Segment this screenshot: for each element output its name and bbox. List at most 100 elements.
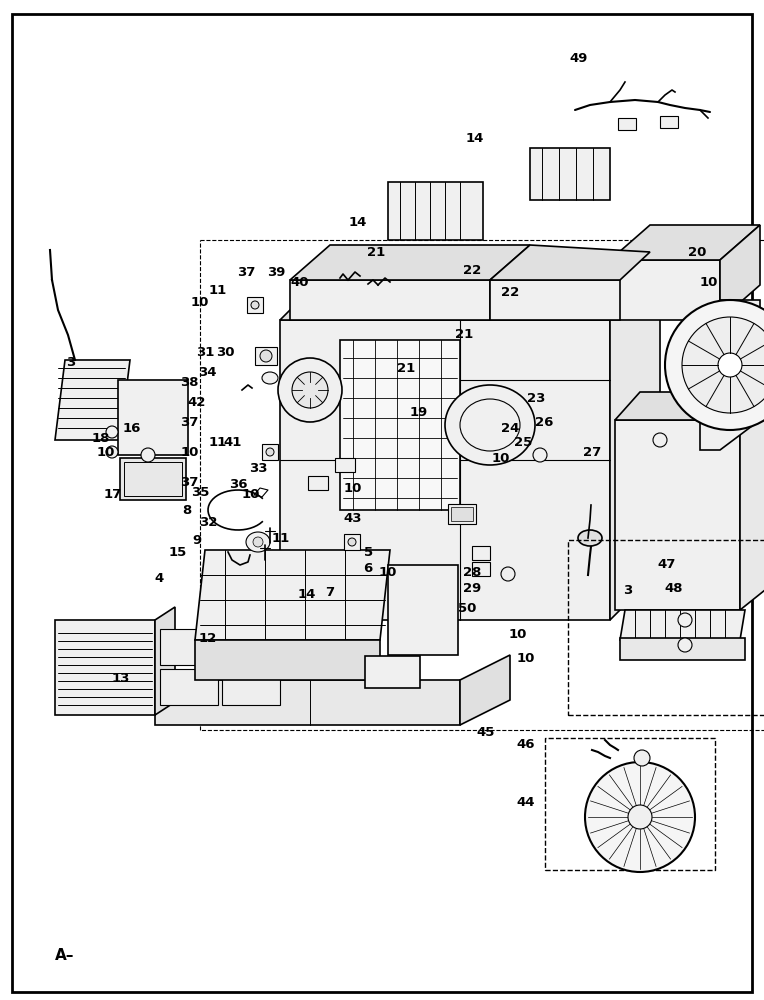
Ellipse shape <box>253 537 263 547</box>
Bar <box>451 507 473 521</box>
Ellipse shape <box>718 353 742 377</box>
Text: 22: 22 <box>501 286 520 298</box>
Text: 10: 10 <box>379 566 397 578</box>
Bar <box>472 562 490 576</box>
Text: 24: 24 <box>501 422 520 434</box>
Text: 7: 7 <box>325 585 335 598</box>
Text: 6: 6 <box>364 562 373 574</box>
Bar <box>160 669 218 705</box>
Text: 46: 46 <box>516 738 535 752</box>
Ellipse shape <box>262 372 278 384</box>
Text: 16: 16 <box>122 422 141 434</box>
Text: 21: 21 <box>397 361 416 374</box>
Ellipse shape <box>260 350 272 362</box>
Ellipse shape <box>246 532 270 552</box>
Text: 42: 42 <box>188 395 206 408</box>
Bar <box>255 347 277 365</box>
Text: 33: 33 <box>249 462 267 475</box>
Polygon shape <box>55 620 155 715</box>
Bar <box>335 458 355 472</box>
Bar <box>120 458 186 500</box>
Text: 20: 20 <box>688 245 706 258</box>
Text: 10: 10 <box>96 446 115 458</box>
Bar <box>222 669 280 705</box>
Text: 17: 17 <box>104 488 122 502</box>
Text: 10: 10 <box>191 296 209 308</box>
Ellipse shape <box>266 448 274 456</box>
Polygon shape <box>460 655 510 725</box>
Text: 50: 50 <box>458 601 477 614</box>
Bar <box>118 380 188 455</box>
Bar <box>124 462 182 496</box>
Bar <box>388 565 458 655</box>
Bar <box>160 629 218 665</box>
Text: 8: 8 <box>183 504 192 516</box>
Polygon shape <box>280 320 610 620</box>
Bar <box>308 476 328 490</box>
Text: 27: 27 <box>583 446 601 458</box>
Ellipse shape <box>628 805 652 829</box>
Text: 3: 3 <box>623 584 633 596</box>
Text: 25: 25 <box>514 436 533 448</box>
Polygon shape <box>55 360 130 440</box>
Ellipse shape <box>106 426 118 438</box>
Text: 10: 10 <box>180 446 199 458</box>
Ellipse shape <box>141 448 155 462</box>
Text: 9: 9 <box>193 534 202 546</box>
Bar <box>388 182 483 240</box>
Bar <box>530 148 610 200</box>
Text: 49: 49 <box>570 51 588 64</box>
Bar <box>222 629 280 665</box>
Text: 10: 10 <box>344 482 362 494</box>
Polygon shape <box>155 607 175 715</box>
Text: 44: 44 <box>516 796 535 808</box>
Ellipse shape <box>106 446 118 458</box>
Bar <box>365 656 420 688</box>
Text: 43: 43 <box>344 512 362 524</box>
Text: 11: 11 <box>272 532 290 544</box>
Polygon shape <box>620 610 745 640</box>
Text: 13: 13 <box>112 672 130 684</box>
Text: 12: 12 <box>199 632 217 645</box>
Text: 21: 21 <box>367 245 385 258</box>
Text: 15: 15 <box>168 546 186 558</box>
Polygon shape <box>740 392 764 610</box>
Text: 14: 14 <box>348 216 367 229</box>
Ellipse shape <box>678 613 692 627</box>
Polygon shape <box>155 680 460 725</box>
Bar <box>344 534 360 550</box>
Text: 22: 22 <box>463 263 481 276</box>
Ellipse shape <box>653 433 667 447</box>
Bar <box>618 118 636 130</box>
Text: 3: 3 <box>66 356 75 368</box>
Text: 19: 19 <box>410 406 428 418</box>
Text: 30: 30 <box>216 346 235 359</box>
Text: 26: 26 <box>535 416 553 428</box>
Text: A–: A– <box>55 948 75 962</box>
Ellipse shape <box>501 567 515 581</box>
Text: 10: 10 <box>491 452 510 464</box>
Ellipse shape <box>445 385 535 465</box>
Polygon shape <box>610 270 660 620</box>
Ellipse shape <box>578 530 602 546</box>
Text: 37: 37 <box>237 265 255 278</box>
Polygon shape <box>340 340 460 510</box>
Ellipse shape <box>665 300 764 430</box>
Text: 35: 35 <box>191 486 209 498</box>
Polygon shape <box>615 392 764 420</box>
Text: 18: 18 <box>92 432 110 444</box>
Text: 39: 39 <box>267 265 286 278</box>
Text: 41: 41 <box>224 436 242 448</box>
Bar <box>660 116 678 128</box>
Text: 10: 10 <box>700 275 718 288</box>
Ellipse shape <box>585 762 695 872</box>
Text: 37: 37 <box>180 476 199 488</box>
Bar <box>472 546 490 560</box>
Text: 14: 14 <box>298 588 316 601</box>
Polygon shape <box>615 420 740 610</box>
Text: 29: 29 <box>463 582 481 594</box>
Text: 21: 21 <box>455 328 474 342</box>
Bar <box>247 297 263 313</box>
Bar <box>545 738 715 870</box>
Ellipse shape <box>251 301 259 309</box>
